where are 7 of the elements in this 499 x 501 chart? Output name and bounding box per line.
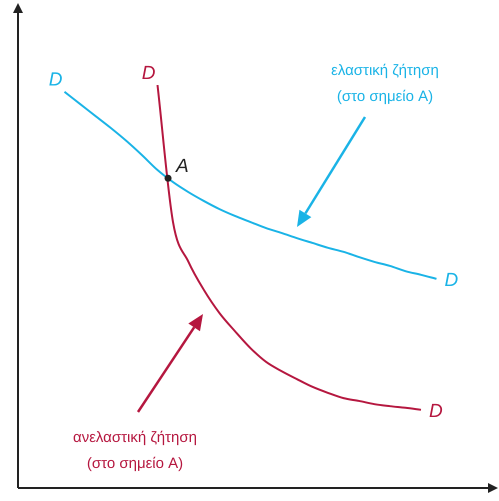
annotation: A: [175, 156, 189, 178]
series-label: D: [48, 70, 63, 91]
series-label: D: [142, 62, 156, 84]
text: D: [429, 401, 443, 422]
annotation: ανελαστική ζήτηση (στο σημείο A): [72, 428, 198, 474]
annotation: ελαστική ζήτηση (στο σημείο A): [330, 61, 440, 107]
text: D: [444, 270, 458, 292]
